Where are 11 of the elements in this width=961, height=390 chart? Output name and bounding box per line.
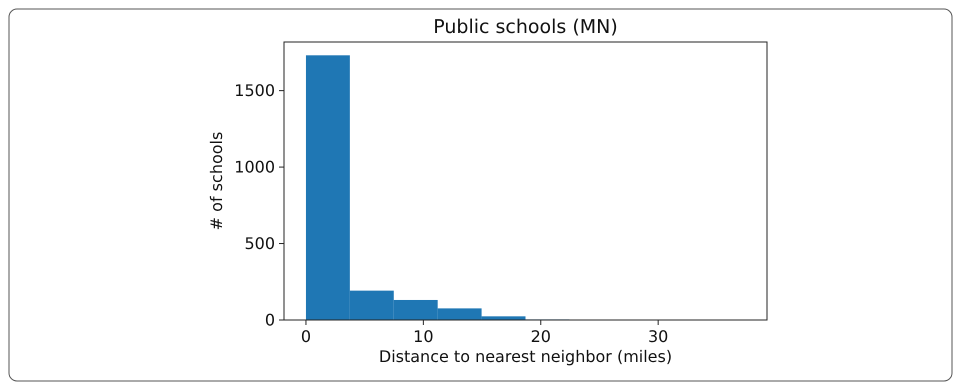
- y-tick-label: 500: [244, 234, 275, 254]
- x-tick-label: 20: [530, 327, 551, 346]
- x-tick-label: 0: [300, 327, 312, 346]
- y-tick-label: 1500: [234, 81, 275, 100]
- x-tick-label: 30: [648, 327, 668, 346]
- x-tick-label: 10: [413, 327, 434, 346]
- y-tick-label: 0: [264, 310, 275, 330]
- x-axis-title: Distance to nearest neighbor (miles): [378, 347, 672, 366]
- chart-title: Public schools (MN): [433, 16, 618, 38]
- y-tick-label: 1000: [234, 158, 275, 177]
- y-axis-title: # of schools: [207, 132, 226, 230]
